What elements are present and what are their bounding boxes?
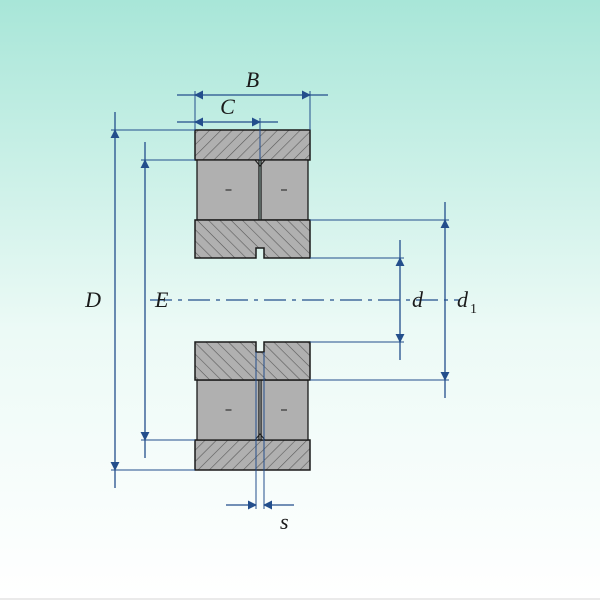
dim-label-d1-sub: 1: [470, 302, 477, 317]
dim-label-B: B: [246, 67, 259, 92]
dim-label-D: D: [84, 287, 101, 312]
dim-label-E: E: [154, 287, 169, 312]
dim-label-d1: d: [457, 287, 469, 312]
section-bottom: [195, 342, 310, 470]
section-top: [195, 130, 310, 258]
bearing-diagram: BCDEdd1s: [0, 0, 600, 600]
dim-label-d: d: [412, 287, 424, 312]
dim-label-C: C: [220, 94, 235, 119]
dim-label-s: s: [280, 509, 289, 534]
